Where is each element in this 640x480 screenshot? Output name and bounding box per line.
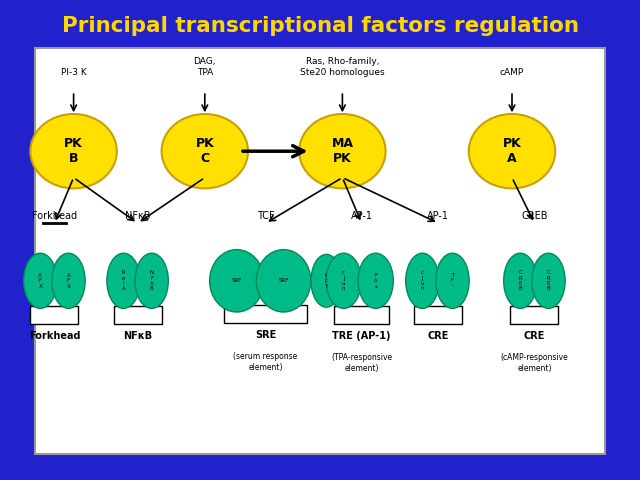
Text: t
c
f: t c f (325, 273, 328, 288)
Ellipse shape (358, 253, 393, 309)
Text: C
R
E
B: C R E B (547, 270, 550, 291)
Ellipse shape (436, 253, 469, 309)
Ellipse shape (31, 114, 117, 188)
FancyBboxPatch shape (415, 306, 463, 324)
Text: TCF: TCF (257, 211, 275, 221)
Text: cAMP: cAMP (500, 68, 524, 77)
Ellipse shape (504, 253, 537, 309)
Ellipse shape (210, 250, 264, 312)
Ellipse shape (326, 253, 361, 309)
Ellipse shape (300, 114, 385, 188)
Ellipse shape (468, 114, 556, 188)
Text: SRF: SRF (232, 278, 242, 283)
Text: AP-1: AP-1 (351, 211, 372, 221)
Ellipse shape (532, 253, 565, 309)
Text: Ras, Rho-family,
Ste20 homologues: Ras, Rho-family, Ste20 homologues (300, 58, 385, 77)
Ellipse shape (52, 253, 85, 309)
Text: MA
PK: MA PK (332, 137, 353, 165)
Ellipse shape (311, 254, 342, 307)
Text: SRE: SRE (255, 330, 276, 340)
Ellipse shape (24, 253, 57, 309)
Text: c
J
u
n: c J u n (420, 270, 424, 291)
Text: SRF: SRF (278, 278, 289, 283)
Text: R
e
l
A: R e l A (122, 270, 125, 291)
Text: c
J
u
n: c J u n (342, 270, 346, 291)
Ellipse shape (162, 114, 248, 188)
FancyBboxPatch shape (511, 306, 558, 324)
Text: T
F
-: T F - (451, 273, 454, 288)
Text: CRE: CRE (524, 331, 545, 341)
Text: PK
A: PK A (502, 137, 522, 165)
Text: PK
C: PK C (195, 137, 214, 165)
Text: F
o
s: F o s (374, 273, 378, 288)
Text: AP-1: AP-1 (428, 211, 449, 221)
FancyBboxPatch shape (334, 306, 388, 324)
Text: C
R
E
B: C R E B (518, 270, 522, 291)
Text: NFκB: NFκB (125, 211, 150, 221)
Ellipse shape (135, 253, 168, 309)
Text: N
F
k
B: N F k B (150, 270, 154, 291)
FancyBboxPatch shape (114, 306, 161, 324)
Ellipse shape (256, 250, 311, 312)
Text: Forkhead: Forkhead (32, 211, 77, 221)
Text: A
F
X: A F X (67, 273, 70, 288)
Text: PI-3 K: PI-3 K (61, 68, 86, 77)
Text: (cAMP-responsive
element): (cAMP-responsive element) (500, 353, 568, 373)
Text: Forkhead: Forkhead (29, 331, 80, 341)
Text: CRE: CRE (428, 331, 449, 341)
FancyBboxPatch shape (35, 48, 605, 454)
Ellipse shape (406, 253, 439, 309)
Text: TRE (AP-1): TRE (AP-1) (332, 331, 391, 341)
Text: CREB: CREB (521, 211, 548, 221)
Ellipse shape (107, 253, 140, 309)
Text: (TPA-responsive
element): (TPA-responsive element) (331, 353, 392, 373)
Text: PK
B: PK B (64, 137, 83, 165)
FancyBboxPatch shape (224, 305, 307, 323)
Text: Principal transcriptional factors regulation: Principal transcriptional factors regula… (61, 16, 579, 36)
Text: DAG,
TPA: DAG, TPA (193, 58, 216, 77)
Text: (serum response
element): (serum response element) (234, 352, 298, 372)
FancyBboxPatch shape (31, 306, 79, 324)
Text: A
F
X: A F X (38, 273, 42, 288)
Text: NFκB: NFκB (123, 331, 152, 341)
